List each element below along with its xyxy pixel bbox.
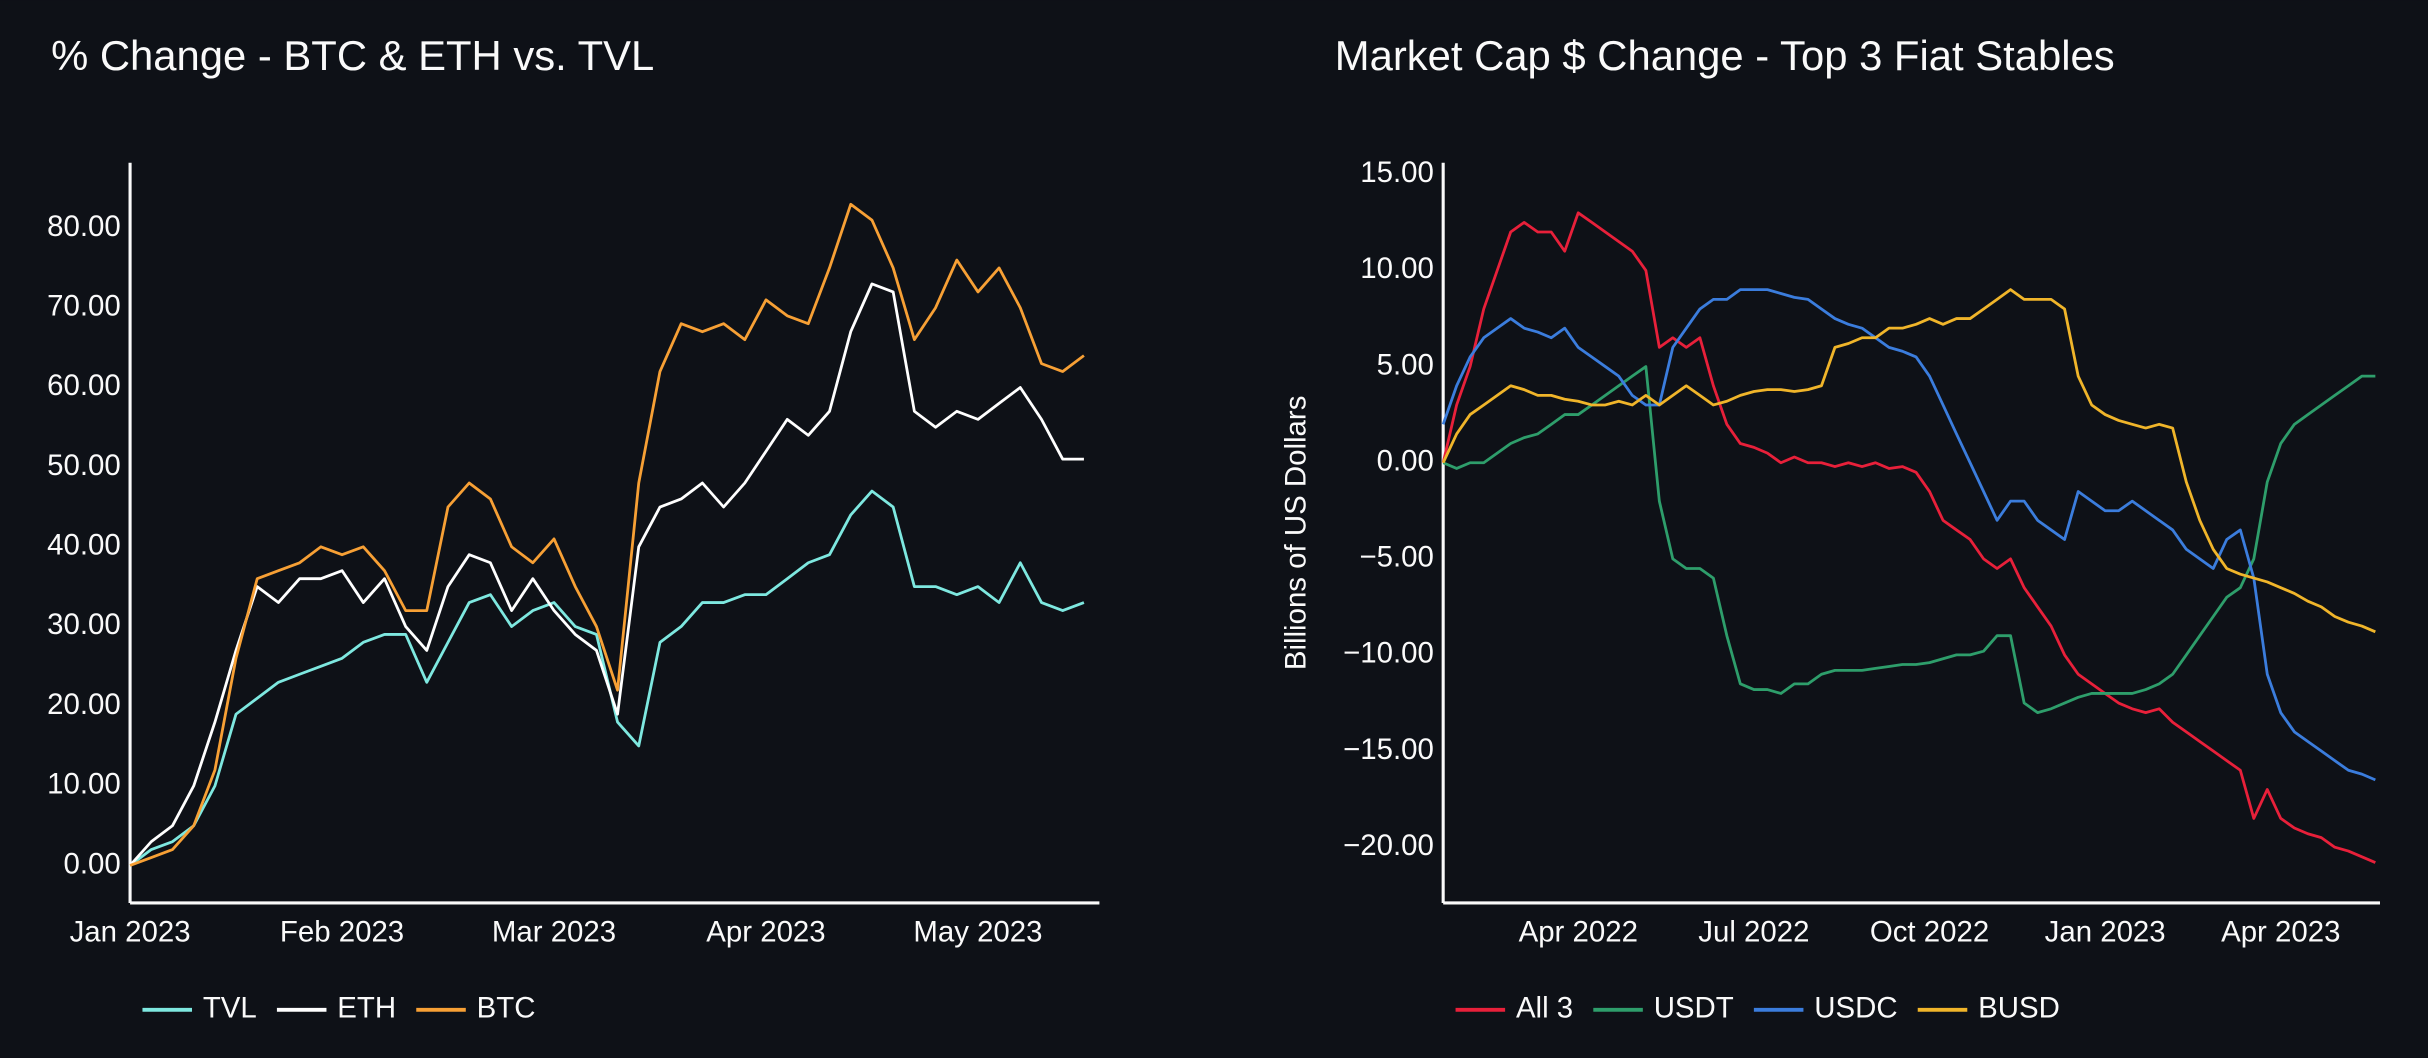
legend-label: TVL bbox=[203, 992, 257, 1025]
legend-label: USDT bbox=[1654, 992, 1734, 1025]
y-tick-label: −10.00 bbox=[1343, 637, 1434, 670]
series-line bbox=[1442, 365, 2376, 715]
x-tick-label: Jan 2023 bbox=[2045, 916, 2166, 949]
series-line bbox=[1441, 288, 2376, 782]
chart-title: Market Cap $ Change - Top 3 Fiat Stables bbox=[1335, 32, 2115, 79]
legend-label: BUSD bbox=[1978, 992, 2060, 1025]
y-tick-label: 20.00 bbox=[47, 688, 121, 721]
x-tick-label: Feb 2023 bbox=[280, 916, 404, 949]
chart-title: % Change - BTC & ETH vs. TVL bbox=[51, 32, 654, 79]
legend-label: USDC bbox=[1814, 992, 1897, 1025]
x-tick-label: Mar 2023 bbox=[492, 916, 616, 949]
x-tick-label: Jan 2023 bbox=[70, 916, 191, 949]
y-axis-label: Billions of US Dollars bbox=[1279, 396, 1312, 671]
series-line bbox=[1441, 211, 2376, 864]
y-tick-label: 40.00 bbox=[47, 529, 121, 562]
y-tick-label: 30.00 bbox=[47, 608, 121, 641]
legend-label: All 3 bbox=[1516, 992, 1573, 1025]
y-tick-label: −15.00 bbox=[1343, 733, 1434, 766]
y-tick-label: 50.00 bbox=[47, 449, 121, 482]
x-tick-label: Apr 2023 bbox=[2221, 916, 2340, 949]
chart: Market Cap $ Change - Top 3 Fiat Stables… bbox=[1279, 32, 2380, 1025]
y-tick-label: 10.00 bbox=[47, 768, 121, 801]
x-tick-label: May 2023 bbox=[913, 916, 1042, 949]
y-tick-label: 0.00 bbox=[64, 847, 121, 880]
chart: % Change - BTC & ETH vs. TVL 0.00 10.00 20.… bbox=[47, 32, 1100, 1025]
x-tick-label: Apr 2023 bbox=[706, 916, 825, 949]
y-tick-label: 15.00 bbox=[1360, 156, 1434, 189]
y-tick-label: −5.00 bbox=[1359, 541, 1433, 574]
x-tick-label: Oct 2022 bbox=[1870, 916, 1989, 949]
y-tick-label: 70.00 bbox=[47, 290, 121, 323]
legend-label: ETH bbox=[337, 992, 396, 1025]
x-tick-label: Apr 2022 bbox=[1519, 916, 1638, 949]
x-tick-label: Jul 2022 bbox=[1698, 916, 1809, 949]
series-line bbox=[129, 202, 1085, 867]
y-tick-label: 5.00 bbox=[1377, 348, 1434, 381]
y-tick-label: 0.00 bbox=[1377, 444, 1434, 477]
y-tick-label: 10.00 bbox=[1360, 252, 1434, 285]
y-tick-label: 60.00 bbox=[47, 369, 121, 402]
legend-label: BTC bbox=[477, 992, 536, 1025]
series-line bbox=[129, 282, 1084, 867]
series-line bbox=[1441, 288, 2376, 634]
y-tick-label: −20.00 bbox=[1343, 829, 1434, 862]
y-tick-label: 80.00 bbox=[47, 210, 121, 243]
